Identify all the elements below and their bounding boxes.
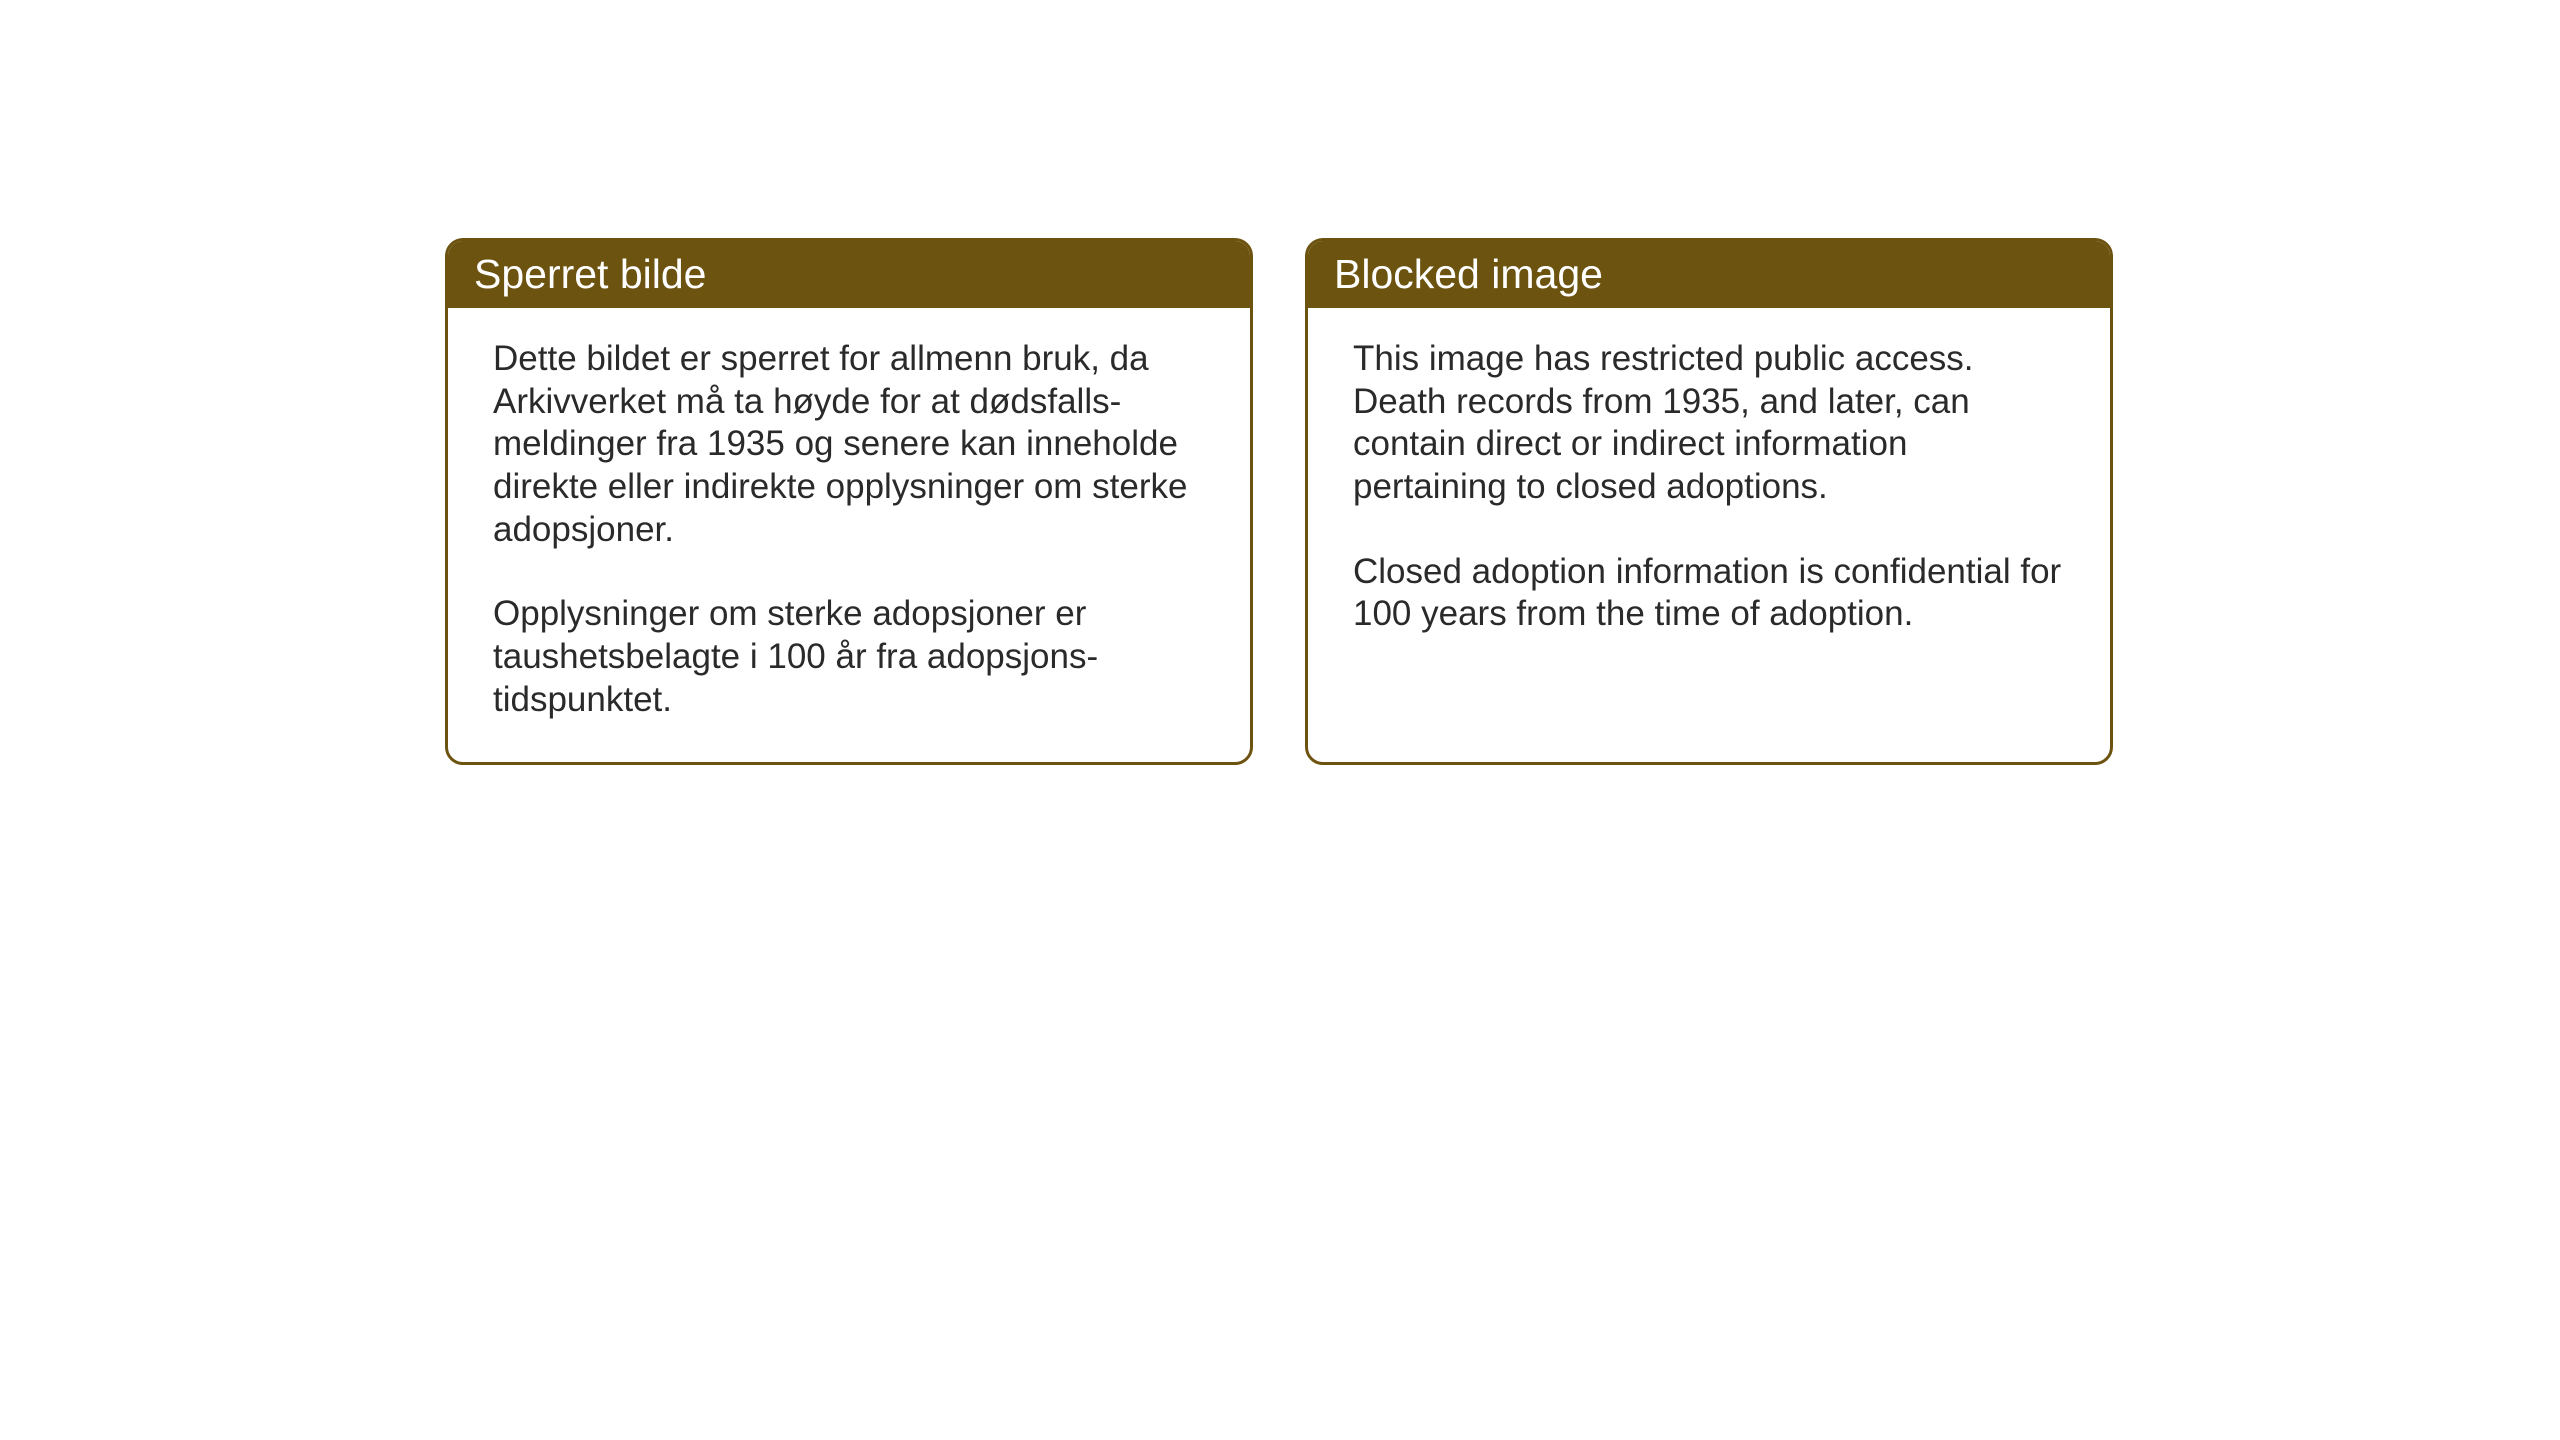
norwegian-card-body: Dette bildet er sperret for allmenn bruk… (448, 308, 1250, 762)
norwegian-paragraph-1: Dette bildet er sperret for allmenn bruk… (493, 338, 1205, 551)
english-paragraph-1: This image has restricted public access.… (1353, 338, 2065, 509)
english-card-title: Blocked image (1308, 241, 2110, 308)
english-paragraph-2: Closed adoption information is confident… (1353, 551, 2065, 636)
notice-container: Sperret bilde Dette bildet er sperret fo… (445, 238, 2113, 765)
english-notice-card: Blocked image This image has restricted … (1305, 238, 2113, 765)
norwegian-card-title: Sperret bilde (448, 241, 1250, 308)
norwegian-paragraph-2: Opplysninger om sterke adopsjoner er tau… (493, 593, 1205, 721)
english-card-body: This image has restricted public access.… (1308, 308, 2110, 676)
norwegian-notice-card: Sperret bilde Dette bildet er sperret fo… (445, 238, 1253, 765)
